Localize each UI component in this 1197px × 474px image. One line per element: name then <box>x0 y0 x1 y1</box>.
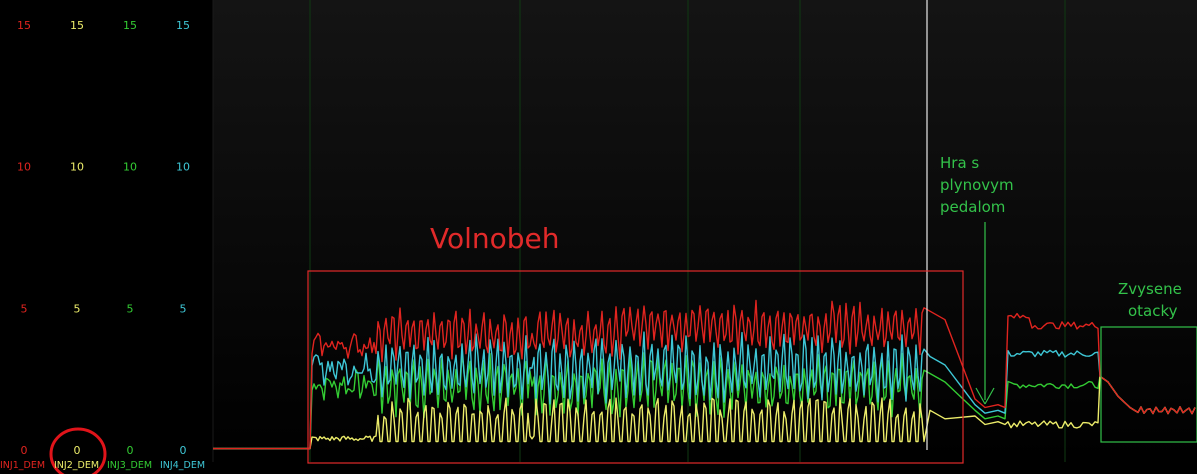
idle-label: Volnobeh <box>430 222 560 255</box>
signal-traces <box>213 299 1196 450</box>
throttle-arrow-head-left <box>975 387 986 405</box>
rpm-label-line2: otacky <box>1128 302 1178 320</box>
axis-tick-label: 10 <box>17 161 31 174</box>
throttle-arrow-head-right <box>984 387 995 405</box>
axis-tick-label: 15 <box>17 19 31 32</box>
trace-inj2_dem <box>213 375 1196 450</box>
axis-tick-label: 5 <box>74 302 81 315</box>
axis-tick-label: 15 <box>123 19 137 32</box>
axis-tick-label: 10 <box>123 161 137 174</box>
axis-tick-label: 10 <box>70 161 84 174</box>
axis-tick-label: 5 <box>127 302 134 315</box>
axis-tick-label: 10 <box>176 161 190 174</box>
axis-tick-label: 0 <box>21 444 28 457</box>
grid <box>212 0 1066 462</box>
axis-tick-label: 0 <box>74 444 81 457</box>
rpm-label-line1: Zvysene <box>1118 280 1182 298</box>
axis-tick-label: 0 <box>127 444 134 457</box>
rpm-box <box>1100 326 1197 443</box>
axis-tick-label: 15 <box>70 19 84 32</box>
channel-label: INJ3_DEM <box>107 460 152 471</box>
idle-box <box>307 270 964 464</box>
channel-label: INJ4_DEM <box>160 460 205 471</box>
axis-tick-label: 15 <box>176 19 190 32</box>
axis-tick-label: 5 <box>180 302 187 315</box>
throttle-label-line3: pedalom <box>940 198 1005 216</box>
trace-inj1_dem <box>213 299 1196 450</box>
trace-inj4_dem <box>213 331 1196 450</box>
channel-labels: INJ1_DEM INJ2_DEM INJ3_DEM INJ4_DEM <box>0 460 205 471</box>
axis-tick-label: 0 <box>180 444 187 457</box>
throttle-label-line2: plynovym <box>940 176 1014 194</box>
channel-axes: 15 10 5 0 15 10 5 0 15 10 5 0 15 10 5 0 <box>17 19 190 457</box>
channel-label: INJ1_DEM <box>0 460 45 471</box>
axis-tick-label: 5 <box>21 302 28 315</box>
channel-label: INJ2_DEM <box>54 460 99 471</box>
throttle-label-line1: Hra s <box>940 154 979 172</box>
highlight-circle <box>49 427 107 474</box>
